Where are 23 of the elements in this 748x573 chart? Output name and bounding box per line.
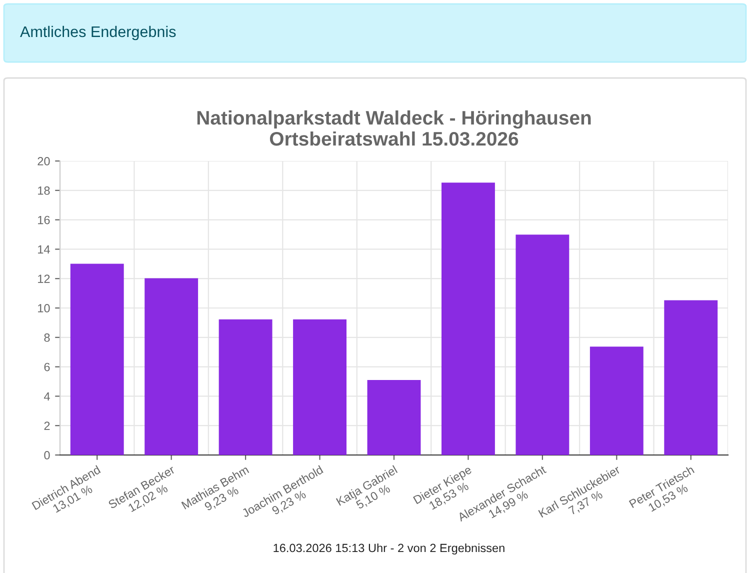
y-tick-label: 16 <box>38 216 50 224</box>
bar <box>70 264 124 455</box>
bar <box>664 300 718 455</box>
bar <box>218 319 272 455</box>
y-tick-label: 10 <box>38 304 50 312</box>
y-tick-label: 6 <box>44 362 50 372</box>
y-tick-label: 8 <box>44 333 50 342</box>
bar <box>144 278 198 455</box>
bar <box>293 319 346 455</box>
text: Amtliches Endergebnis <box>20 26 176 40</box>
bar <box>516 234 570 455</box>
bar <box>590 346 644 455</box>
y-tick-label: 18 <box>38 186 50 195</box>
text: 16.03.2026 15:13 Uhr - 2 von 2 Ergebnissen <box>274 543 504 555</box>
y-tick-label: 14 <box>38 245 50 254</box>
y-tick-label: 0 <box>44 451 50 460</box>
y-tick-label: 4 <box>44 392 50 400</box>
bar <box>442 182 495 455</box>
y-tick-label: 12 <box>38 274 50 283</box>
y-tick-label: 2 <box>44 422 50 430</box>
bar <box>367 380 421 455</box>
chart-title: Nationalparkstadt Waldeck - Höringhausen Ortsbeiratswahl 15.03.2026 <box>197 110 591 146</box>
y-tick-label: 20 <box>38 157 50 166</box>
